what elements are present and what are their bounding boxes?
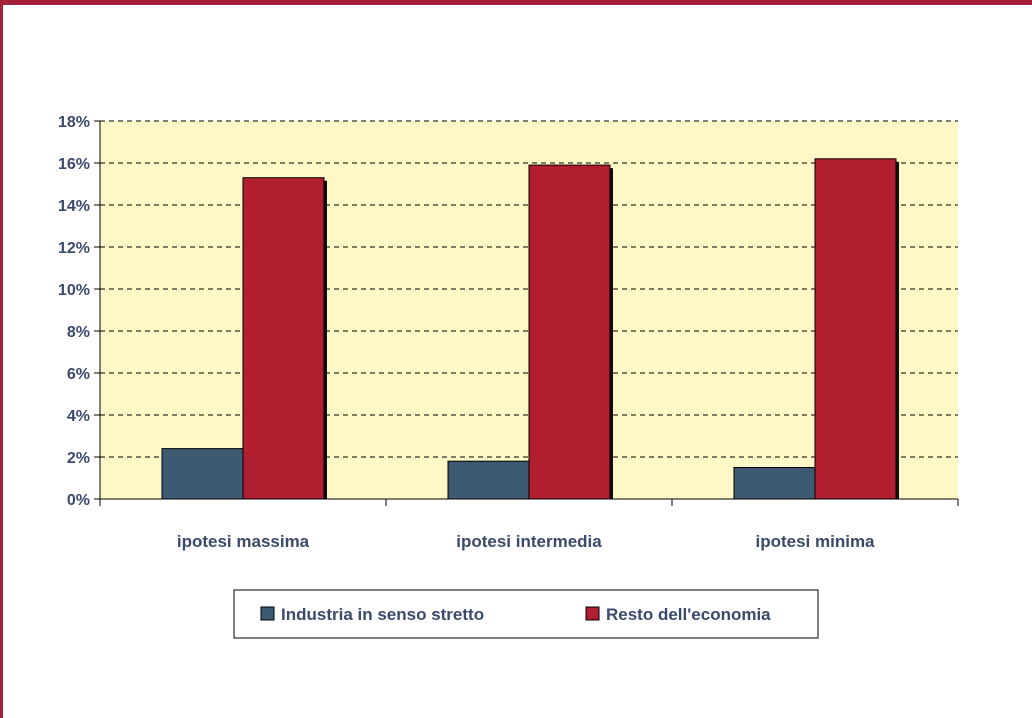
- bar-resto: [814, 158, 897, 500]
- legend-label-industria: Industria in senso stretto: [281, 605, 484, 624]
- legend: Industria in senso stretto Resto dell'ec…: [233, 589, 819, 639]
- bar-resto: [242, 177, 325, 500]
- y-tick-label: 14%: [58, 198, 90, 215]
- bar-industria: [447, 460, 530, 500]
- bar-industria: [733, 467, 816, 500]
- y-tick-label: 12%: [58, 240, 90, 257]
- y-tick-label: 8%: [67, 324, 90, 341]
- y-tick-label: 4%: [67, 408, 90, 425]
- legend-box: [233, 589, 819, 639]
- y-tick-label: 18%: [58, 114, 90, 131]
- x-axis-ticks: ipotesi massima ipotesi intermedia ipotesi…: [99, 499, 959, 551]
- legend-label-resto: Resto dell'economia: [606, 605, 771, 624]
- y-tick-label: 0%: [67, 492, 90, 509]
- x-category-label: ipotesi minima: [755, 532, 875, 551]
- y-tick-label: 10%: [58, 282, 90, 299]
- y-tick-label: 2%: [67, 450, 90, 467]
- bars: [161, 158, 899, 500]
- y-tick-label: 16%: [58, 156, 90, 173]
- bar-industria: [161, 448, 244, 500]
- bar-resto: [528, 164, 611, 500]
- x-category-label: ipotesi intermedia: [456, 532, 602, 551]
- y-tick-label: 6%: [67, 366, 90, 383]
- legend-swatch-resto: [585, 606, 600, 621]
- y-axis-ticks: 0% 2% 4% 6% 8% 10% 12% 14% 16% 18%: [58, 114, 100, 509]
- legend-swatch-industria: [260, 606, 275, 621]
- x-category-label: ipotesi massima: [177, 532, 310, 551]
